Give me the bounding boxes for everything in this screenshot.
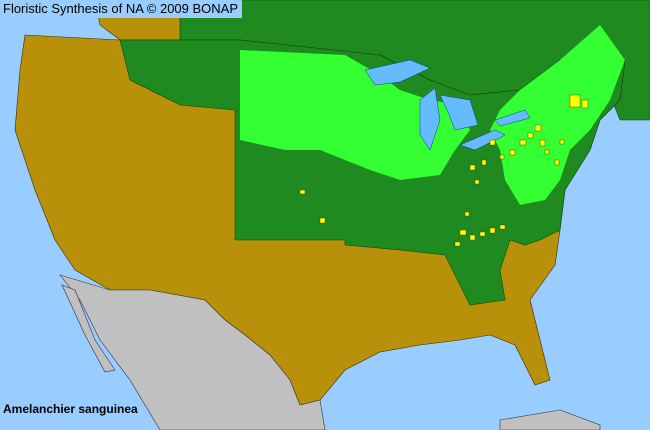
species-name: Amelanchier sanguinea [3,402,138,416]
great-lakes [364,59,531,151]
cuba [499,409,601,430]
mexico-region [59,274,326,430]
present-counties-northeast [490,25,625,205]
map-title: Floristic Synthesis of NA © 2009 BONAP [0,0,243,18]
baja-california [61,284,116,373]
present-counties-midwest [240,50,470,180]
rare-counties [299,94,589,247]
